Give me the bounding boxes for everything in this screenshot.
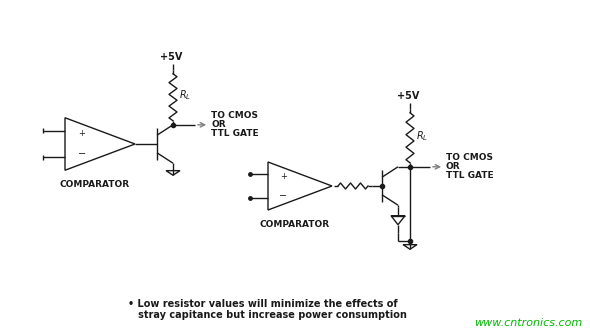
Text: $R_L$: $R_L$ (179, 89, 191, 102)
Text: $R_L$: $R_L$ (416, 129, 428, 143)
Text: OR: OR (211, 120, 225, 129)
Text: OR: OR (446, 162, 461, 171)
Text: TTL GATE: TTL GATE (446, 171, 494, 180)
Text: • Low resistor values will minimize the effects of: • Low resistor values will minimize the … (128, 299, 398, 309)
Text: COMPARATOR: COMPARATOR (260, 220, 330, 229)
Text: COMPARATOR: COMPARATOR (60, 180, 130, 189)
Text: stray capitance but increase power consumption: stray capitance but increase power consu… (128, 310, 407, 320)
Text: TTL GATE: TTL GATE (211, 129, 258, 138)
Text: −: − (279, 191, 287, 201)
Text: +5V: +5V (397, 91, 419, 101)
Text: +5V: +5V (160, 52, 182, 62)
Text: www.cntronics.com: www.cntronics.com (474, 318, 582, 328)
Text: +: + (78, 129, 85, 138)
Text: −: − (78, 150, 86, 160)
Text: TO CMOS: TO CMOS (446, 153, 493, 162)
Text: TO CMOS: TO CMOS (211, 111, 258, 120)
Text: +: + (280, 172, 287, 181)
